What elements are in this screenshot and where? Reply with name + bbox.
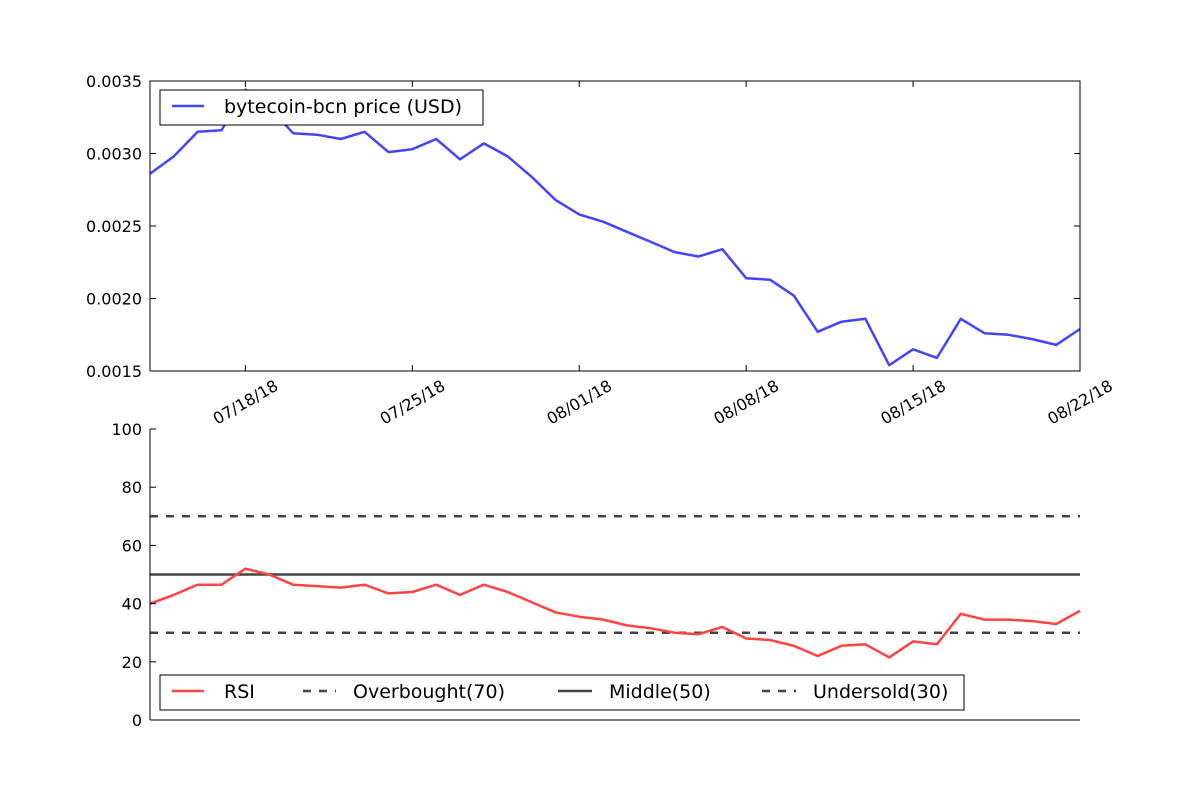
rsi-y-tick-label: 100 <box>111 420 142 439</box>
price-x-tick-label: 08/08/18 <box>710 376 782 428</box>
rsi-line <box>149 567 1081 659</box>
rsi-legend-label: RSI <box>224 681 255 703</box>
rsi-y-tick-label: 0 <box>132 711 142 730</box>
price-y-tick-label: 0.0015 <box>86 362 142 381</box>
rsi-series-group <box>149 515 1081 659</box>
price-y-tick-label: 0.0020 <box>86 290 142 309</box>
rsi-y-tick-label: 80 <box>122 478 142 497</box>
price-legend-box <box>159 89 484 126</box>
rsi-y-tick-label: 60 <box>122 536 142 555</box>
rsi-y-axis: 0 20 40 60 80 100 <box>111 420 156 730</box>
rsi-y-tick-label: 20 <box>122 653 142 672</box>
price-y-axis: 0.0015 0.0020 0.0025 0.0030 0.0035 <box>86 72 1080 381</box>
middle-legend-label: Middle(50) <box>609 681 711 703</box>
price-x-tick-label: 08/22/18 <box>1044 376 1116 428</box>
price-x-tick-label: 07/18/18 <box>210 376 282 428</box>
price-y-tick-label: 0.0030 <box>86 145 142 164</box>
price-x-tick-label: 07/25/18 <box>377 376 449 428</box>
price-x-axis: 07/18/18 07/25/18 08/01/18 08/08/18 08/15/18… <box>210 81 1116 428</box>
rsi-panel: 0 20 40 60 80 100 RSI Overbought(70) Middle(5… <box>111 420 1081 730</box>
price-y-tick-label: 0.0025 <box>86 217 142 236</box>
price-axes-frame <box>149 80 1081 372</box>
price-legend: bytecoin-bcn price (USD) <box>159 89 484 126</box>
price-series-group <box>149 88 1081 367</box>
price-x-tick-label: 08/15/18 <box>877 376 949 428</box>
overbought-legend-label: Overbought(70) <box>353 681 505 703</box>
rsi-y-tick-label: 40 <box>122 595 142 614</box>
price-x-tick-label: 08/01/18 <box>543 376 615 428</box>
price-legend-label: bytecoin-bcn price (USD) <box>224 96 462 118</box>
price-y-tick-label: 0.0035 <box>86 72 142 91</box>
price-line <box>149 88 1081 367</box>
rsi-legend-box <box>159 674 965 711</box>
rsi-legend: RSI Overbought(70) Middle(50) Undersold(… <box>159 674 965 711</box>
undersold-legend-label: Undersold(30) <box>813 681 948 703</box>
